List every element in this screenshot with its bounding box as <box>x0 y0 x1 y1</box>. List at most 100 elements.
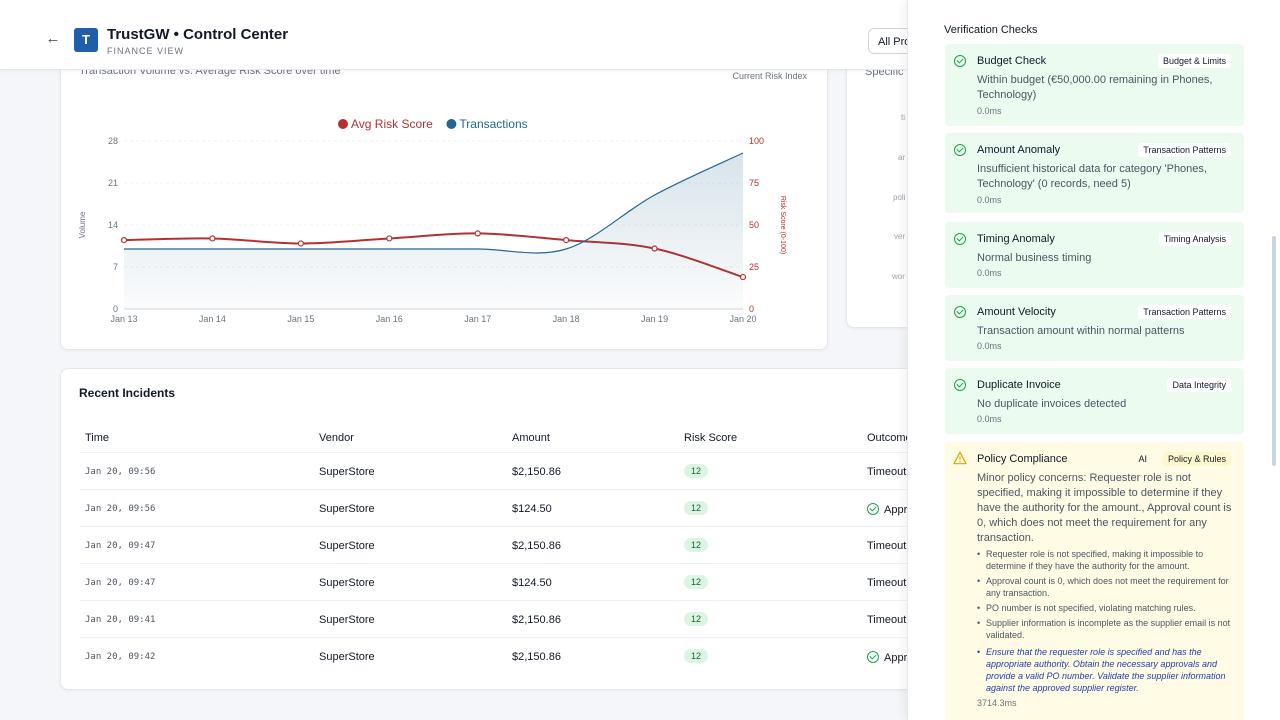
policy-issue-item: PO number is not specified, violating ma… <box>977 602 1239 614</box>
legend-label: Avg Risk Score <box>351 117 433 131</box>
incident-time: Jan 20, 09:42 <box>85 652 156 662</box>
check-title: Amount Anomaly <box>977 144 1061 156</box>
avg-risk-score-point <box>297 240 304 247</box>
check-duration: 0.0ms <box>977 414 1002 424</box>
app-logo: T <box>74 28 98 52</box>
avg-risk-score-point <box>474 230 481 237</box>
policy-issue-list: Requester role is not specified, making … <box>977 548 1239 708</box>
side-axis-label: ver <box>894 232 906 241</box>
check-description: Minor policy concerns: Requester role is… <box>977 472 1232 544</box>
incident-vendor: SuperStore <box>319 577 375 589</box>
y-tick-label: 7 <box>113 262 118 272</box>
x-tick-label: Jan 20 <box>729 314 756 324</box>
check-circle-icon <box>954 379 966 391</box>
check-description: Transaction amount within normal pattern… <box>977 325 1185 337</box>
check-duration: 3714.3ms <box>977 698 1017 708</box>
y-tick-label: 21 <box>108 178 118 188</box>
check-description: Normal business timing <box>977 252 1092 264</box>
check-title: Policy Compliance <box>977 453 1068 465</box>
policy-issue-item: Approval count is 0, which does not meet… <box>977 575 1239 599</box>
check-circle-icon <box>954 55 966 67</box>
y2-tick-label: 25 <box>749 262 759 272</box>
incident-time: Jan 20, 09:56 <box>85 467 156 477</box>
recent-incidents-card: Recent Incidents Time Vendor Amount Risk… <box>60 368 940 690</box>
back-arrow-icon[interactable]: ← <box>45 30 61 47</box>
y2-tick-label: 50 <box>749 220 759 230</box>
check-category-tag: Transaction Patterns <box>1138 305 1231 319</box>
app-subtitle: FINANCE VIEW <box>107 46 185 56</box>
side-axis-label: ar <box>898 153 906 162</box>
check-category-tag: Policy & Rules <box>1162 452 1231 466</box>
check-policy-compliance[interactable]: Policy Compliance AI Policy & Rules Mino… <box>945 442 1244 720</box>
y-tick-label: 0 <box>113 304 118 314</box>
y-tick-label: 28 <box>108 136 118 146</box>
check-amount-velocity[interactable]: Amount Velocity Transaction Patterns Tra… <box>945 295 1244 361</box>
risk-score-badge: 12 <box>684 501 709 515</box>
check-timing-anomaly[interactable]: Timing Anomaly Timing Analysis Normal bu… <box>945 222 1244 288</box>
incident-amount: $2,150.86 <box>512 614 561 626</box>
transactions-line <box>123 152 744 254</box>
legend-label: Transactions <box>459 117 527 131</box>
incident-outcome-approved: Appro <box>867 503 913 516</box>
avg-risk-score-point <box>386 235 393 242</box>
y2-tick-label: 100 <box>749 136 764 146</box>
column-header-time[interactable]: Time <box>85 432 110 444</box>
check-amount-anomaly[interactable]: Amount Anomaly Transaction Patterns Insu… <box>945 133 1244 213</box>
risk-score-badge: 12 <box>684 538 709 552</box>
x-tick-label: Jan 17 <box>464 314 491 324</box>
x-tick-label: Jan 19 <box>641 314 668 324</box>
column-header-risk-score[interactable]: Risk Score <box>684 432 738 444</box>
panel-scrollbar[interactable] <box>1272 236 1276 466</box>
check-description: Within budget (€50,000.00 remaining in P… <box>977 74 1213 101</box>
check-duration: 0.0ms <box>977 341 1002 351</box>
table-row[interactable]: Jan 20, 09:42 SuperStore $2,150.86 12 Ap… <box>79 637 919 674</box>
side-axis-label: ti <box>901 113 905 122</box>
verification-title: Verification Checks <box>944 24 1038 36</box>
column-header-vendor[interactable]: Vendor <box>319 432 354 444</box>
check-category-tag: Transaction Patterns <box>1138 143 1231 157</box>
avg-risk-score-point <box>209 235 216 242</box>
table-row[interactable]: Jan 20, 09:56 SuperStore $2,150.86 12 Ti… <box>79 452 919 489</box>
column-header-amount[interactable]: Amount <box>512 432 550 444</box>
incident-time: Jan 20, 09:41 <box>85 615 156 625</box>
check-duration: 0.0ms <box>977 195 1002 205</box>
check-duration: 0.0ms <box>977 268 1002 278</box>
x-tick-label: Jan 13 <box>110 314 137 324</box>
check-budget[interactable]: Budget Check Budget & Limits Within budg… <box>945 44 1244 126</box>
legend-swatch <box>338 119 348 129</box>
incidents-title: Recent Incidents <box>79 386 176 400</box>
incident-vendor: SuperStore <box>319 503 375 515</box>
check-title: Timing Anomaly <box>977 233 1055 245</box>
incident-amount: $2,150.86 <box>512 651 561 663</box>
check-title: Budget Check <box>977 55 1047 67</box>
avg-risk-score-point <box>563 237 570 244</box>
verification-checks-panel[interactable]: Verification Checks Budget Check Budget … <box>907 0 1280 720</box>
risk-score-badge: 12 <box>684 575 709 589</box>
column-header-outcome[interactable]: Outcome <box>867 432 912 444</box>
table-row[interactable]: Jan 20, 09:47 SuperStore $2,150.86 12 Ti… <box>79 526 919 563</box>
check-duration: 0.0ms <box>977 106 1002 116</box>
check-description: Insufficient historical data for categor… <box>977 163 1207 190</box>
table-row[interactable]: Jan 20, 09:56 SuperStore $124.50 12 Appr… <box>79 489 919 526</box>
y2-axis-label: Risk Score (0-100) <box>779 196 786 254</box>
table-row[interactable]: Jan 20, 09:41 SuperStore $2,150.86 12 Ti… <box>79 600 919 637</box>
check-circle-icon <box>954 233 966 245</box>
line-chart: 0 7 14 21 28 0 25 50 75 100 Jan 13 Jan 14 Jan 15 Jan … <box>78 117 786 324</box>
incident-outcome: Appro <box>884 504 914 516</box>
check-duplicate-invoice[interactable]: Duplicate Invoice Data Integrity No dupl… <box>945 368 1244 434</box>
avg-risk-score-point <box>120 237 128 244</box>
table-row[interactable]: Jan 20, 09:47 SuperStore $124.50 12 Time… <box>79 563 919 600</box>
incident-vendor: SuperStore <box>319 466 375 478</box>
check-description: No duplicate invoices detected <box>977 398 1127 410</box>
incident-vendor: SuperStore <box>319 614 375 626</box>
incident-outcome: Appro <box>884 652 914 664</box>
check-title: Amount Velocity <box>977 306 1056 318</box>
x-tick-label: Jan 16 <box>376 314 403 324</box>
check-category-tag: Timing Analysis <box>1158 232 1231 246</box>
check-category-tag: Data Integrity <box>1167 378 1231 392</box>
y2-tick-label: 0 <box>749 304 754 314</box>
incident-vendor: SuperStore <box>319 540 375 552</box>
incident-time: Jan 20, 09:56 <box>85 504 156 514</box>
x-tick-label: Jan 14 <box>199 314 226 324</box>
check-circle-icon <box>867 503 879 515</box>
